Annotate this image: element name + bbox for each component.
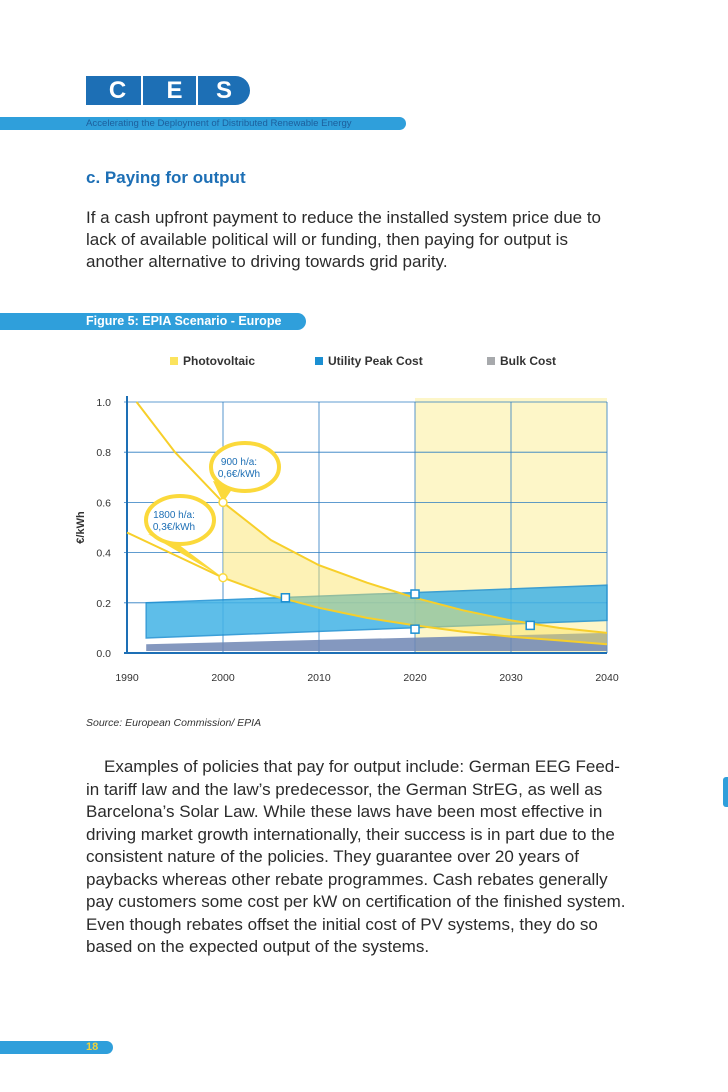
callout-label: 1800 h/a: [153, 510, 195, 521]
callout-point [218, 497, 228, 508]
figure-source: Source: European Commission/ EPIA [86, 717, 262, 729]
figure-title: Figure 5: EPIA Scenario - Europe [86, 314, 282, 328]
legend-swatch [487, 357, 495, 365]
logo-letter-c: C [86, 76, 149, 105]
y-tick-label: 0.8 [96, 447, 111, 459]
data-marker [280, 593, 291, 603]
tagline: Accelerating the Deployment of Distribut… [86, 118, 352, 129]
legend-label: Utility Peak Cost [328, 354, 423, 368]
callout-bubble [209, 441, 281, 493]
tagline-bar [0, 117, 406, 130]
x-tick-label: 2040 [595, 672, 619, 684]
bulk-cost-band [146, 632, 607, 651]
page-number-tab [0, 1041, 113, 1054]
photovoltaic-band [223, 502, 607, 645]
y-axis-label: €/kWh [75, 511, 87, 544]
callout-bubble [144, 494, 216, 546]
photovoltaic-1800-line [126, 531, 608, 646]
y-tick-label: 1.0 [96, 397, 111, 409]
callout-value: 0,6€/kWh [218, 469, 260, 480]
page-number: 18 [86, 1041, 99, 1053]
utility-peak-band [145, 584, 608, 639]
body-paragraph: Examples of policies that pay for output… [86, 757, 626, 956]
callout-value: 0,3€/kWh [153, 522, 195, 533]
callout-point [218, 572, 228, 583]
y-tick-label: 0.4 [96, 548, 111, 560]
y-tick-label: 0.0 [96, 648, 111, 660]
data-marker [410, 589, 420, 599]
y-tick-label: 0.6 [96, 497, 111, 509]
x-tick-label: 2020 [403, 672, 427, 684]
data-marker [410, 624, 420, 634]
logo-letter-e: E [141, 76, 206, 105]
logo-letter-s: S [196, 76, 250, 105]
x-tick-label: 1990 [115, 672, 139, 684]
data-marker [525, 620, 535, 631]
section-heading: c. Paying for output [86, 168, 246, 187]
intro-paragraph: If a cash upfront payment to reduce the … [86, 208, 602, 271]
x-tick-label: 2000 [211, 672, 235, 684]
legend-swatch [170, 357, 178, 365]
legend-label: Bulk Cost [500, 354, 556, 368]
callout-label: 900 h/a: [221, 457, 257, 468]
epia-scenario-chart: 1990 2000 2010 2020 2030 2040 0.0 0.2 0.4 0.6 0.8 1… [75, 354, 619, 684]
legend-label: Photovoltaic [183, 354, 255, 368]
x-tick-label: 2010 [307, 672, 331, 684]
edge-marker [723, 777, 728, 807]
y-tick-label: 0.2 [96, 598, 111, 610]
x-tick-label: 2030 [499, 672, 523, 684]
figure-title-bar [0, 313, 306, 330]
legend-swatch [315, 357, 323, 365]
